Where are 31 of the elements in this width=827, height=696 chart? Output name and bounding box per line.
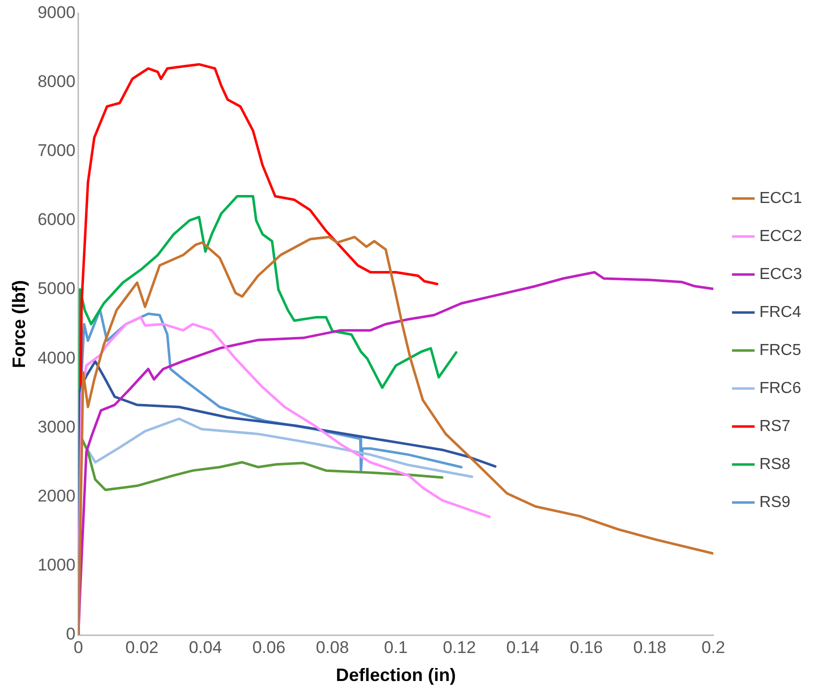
x-axis-title: Deflection (in) xyxy=(336,665,456,686)
legend-label: FRC4 xyxy=(759,304,802,321)
legend-label: FRC5 xyxy=(759,342,802,359)
x-tick-label: 0.08 xyxy=(316,638,349,657)
x-tick-label: 0.1 xyxy=(384,638,408,657)
x-tick-label: 0.2 xyxy=(702,638,726,657)
legend-label: ECC1 xyxy=(759,190,802,207)
y-tick-label: 2000 xyxy=(38,486,76,506)
y-axis-title: Force (lbf) xyxy=(8,280,29,368)
x-tick-label: 0.16 xyxy=(570,638,603,657)
x-tick-label: 0.14 xyxy=(506,638,540,657)
legend-label: ECC2 xyxy=(759,228,802,245)
x-tick-label: 0.04 xyxy=(188,638,222,657)
x-tick-label: 0.18 xyxy=(633,638,666,657)
y-tick-label: 5000 xyxy=(38,279,76,298)
y-tick-label: 8000 xyxy=(38,72,76,91)
y-tick-label: 6000 xyxy=(38,210,76,230)
legend-label: RS9 xyxy=(759,494,791,511)
x-tick-label: 0.06 xyxy=(252,638,286,657)
y-tick-label: 9000 xyxy=(38,2,76,22)
y-tick-label: 0 xyxy=(66,624,76,644)
legend-label: FRC6 xyxy=(759,380,802,397)
y-tick-label: 7000 xyxy=(38,141,76,160)
y-tick-label: 1000 xyxy=(38,556,76,575)
legend-label: RS8 xyxy=(759,456,791,473)
legend-label: ECC3 xyxy=(759,266,802,283)
y-tick-label: 3000 xyxy=(38,417,76,436)
y-tick-label: 4000 xyxy=(38,348,76,368)
x-tick-label: 0.12 xyxy=(442,638,476,657)
x-tick-label: 0.02 xyxy=(125,638,158,657)
legend-label: RS7 xyxy=(759,418,791,435)
